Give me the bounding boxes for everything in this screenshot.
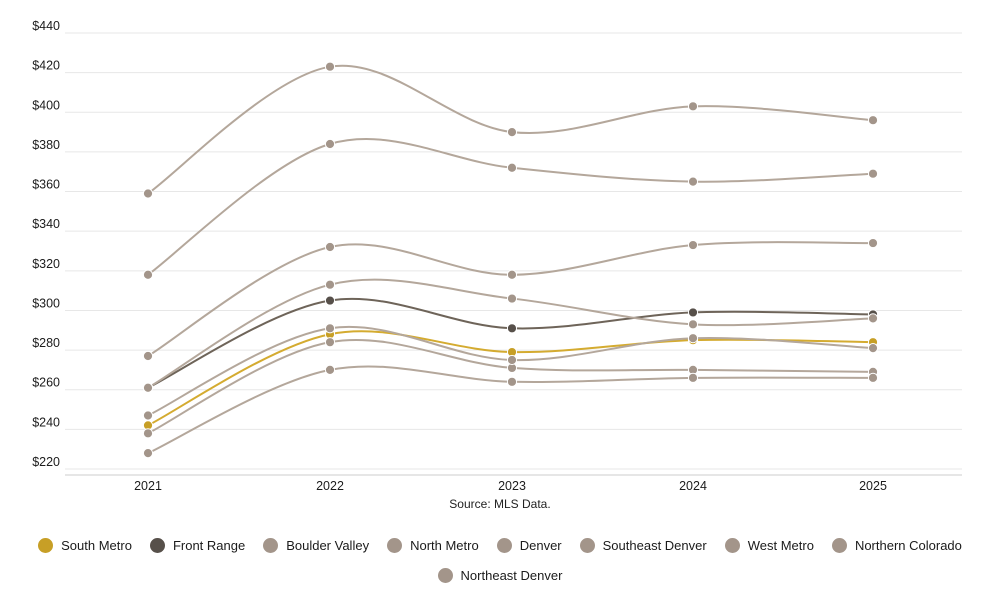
legend-item-northeast-denver[interactable]: Northeast Denver: [437, 568, 563, 583]
data-point-boulder-valley-2022: [324, 61, 336, 72]
data-point-southeast-denver-2025: [867, 313, 879, 324]
y-axis-tick-label: $280: [32, 336, 60, 350]
data-point-northern-colorado-2025: [867, 372, 879, 383]
y-axis-tick-label: $380: [32, 138, 60, 152]
legend-item-denver[interactable]: Denver: [496, 538, 562, 553]
data-point-front-range-2022: [324, 295, 336, 306]
legend-swatch-icon: [387, 538, 403, 553]
legend-swatch-icon: [579, 538, 595, 553]
data-point-southeast-denver-2024: [687, 319, 699, 330]
data-point-denver-2025: [867, 168, 879, 179]
legend-label: Front Range: [172, 538, 246, 553]
data-point-boulder-valley-2025: [867, 115, 879, 126]
legend-swatch-icon: [437, 568, 453, 583]
legend-row-1: South Metro Front Range Boulder Valley Nort…: [38, 538, 962, 553]
x-axis-tick-label: 2021: [134, 479, 162, 493]
data-point-boulder-valley-2023: [506, 126, 518, 138]
legend-item-west-metro[interactable]: West Metro: [724, 538, 814, 553]
legend-label: Northern Colorado: [854, 538, 962, 553]
data-point-west-metro-2023: [506, 269, 518, 280]
data-point-denver-2021: [142, 269, 154, 280]
data-point-west-metro-2024: [687, 239, 699, 251]
data-point-west-metro-2025: [867, 237, 879, 249]
x-axis-tick-label: 2024: [679, 479, 707, 493]
data-point-northeast-denver-2025: [867, 343, 879, 354]
y-axis-tick-label: $240: [32, 415, 60, 429]
legend-swatch-icon: [149, 538, 165, 553]
source-note: Source: MLS Data.: [449, 497, 550, 511]
y-axis-tick-label: $340: [32, 217, 60, 231]
data-point-northern-colorado-2022: [324, 364, 336, 376]
legend-swatch-icon: [38, 538, 54, 553]
y-axis-tick-label: $300: [32, 296, 60, 310]
legend-item-front-range[interactable]: Front Range: [149, 538, 246, 553]
data-point-north-metro-2022: [324, 337, 336, 348]
data-point-denver-2022: [324, 138, 336, 150]
x-axis-tick-label: 2022: [316, 479, 344, 493]
x-axis-tick-label: 2023: [498, 479, 526, 493]
legend-label: Denver: [519, 538, 562, 553]
legend-item-north-metro[interactable]: North Metro: [387, 538, 479, 553]
y-axis-tick-label: $400: [32, 98, 60, 112]
series-line-denver: [147, 138, 874, 276]
axis-labels-layer: $220 $240 $260 $280 $300 $320 $340 $360 $380 $400…: [32, 19, 887, 493]
legend-label: West Metro: [747, 538, 814, 553]
data-point-boulder-valley-2024: [687, 101, 699, 112]
y-axis-tick-label: $420: [32, 59, 60, 73]
data-point-northeast-denver-2024: [687, 333, 699, 344]
legend-item-south-metro[interactable]: South Metro: [38, 538, 132, 553]
legend-swatch-icon: [831, 538, 847, 553]
data-point-denver-2024: [687, 176, 699, 187]
chart-canvas: $220 $240 $260 $280 $300 $320 $340 $360 $380 $400…: [32, 19, 962, 511]
legend: South Metro Front Range Boulder Valley Nort…: [0, 538, 1000, 583]
data-point-front-range-2024: [687, 307, 699, 318]
legend-label: Southeast Denver: [602, 538, 707, 553]
x-axis-tick-label: 2025: [859, 479, 887, 493]
series-line-front-range: [147, 297, 874, 389]
data-point-northeast-denver-2021: [142, 410, 154, 421]
data-point-west-metro-2022: [324, 241, 336, 253]
legend-item-southeast-denver[interactable]: Southeast Denver: [579, 538, 707, 553]
legend-item-boulder-valley[interactable]: Boulder Valley: [263, 538, 369, 553]
data-point-southeast-denver-2023: [506, 293, 518, 304]
series-line-boulder-valley: [147, 64, 874, 195]
y-axis-tick-label: $440: [32, 19, 60, 33]
gridlines-layer: [65, 32, 962, 476]
y-axis-tick-label: $260: [32, 376, 60, 390]
legend-label: South Metro: [61, 538, 132, 553]
legend-label: North Metro: [410, 538, 479, 553]
legend-swatch-icon: [263, 538, 279, 553]
data-point-denver-2023: [506, 162, 518, 173]
data-point-front-range-2023: [506, 323, 518, 334]
data-point-northern-colorado-2021: [142, 448, 154, 459]
data-point-southeast-denver-2022: [324, 279, 336, 290]
series-layer: [142, 61, 879, 459]
data-point-northern-colorado-2024: [687, 372, 699, 383]
data-point-northeast-denver-2022: [324, 323, 336, 334]
y-axis-tick-label: $220: [32, 455, 60, 469]
y-axis-tick-label: $320: [32, 257, 60, 271]
y-axis-tick-label: $360: [32, 178, 60, 192]
data-point-west-metro-2021: [142, 350, 154, 362]
data-point-northeast-denver-2023: [506, 354, 518, 366]
data-point-north-metro-2021: [142, 428, 154, 439]
legend-swatch-icon: [496, 538, 512, 553]
data-point-southeast-denver-2021: [142, 382, 154, 393]
data-point-boulder-valley-2021: [142, 188, 154, 199]
legend-label: Northeast Denver: [460, 568, 563, 583]
legend-item-northern-colorado[interactable]: Northern Colorado: [831, 538, 962, 553]
data-point-northern-colorado-2023: [506, 376, 518, 387]
legend-row-2: Northeast Denver: [437, 568, 563, 583]
legend-label: Boulder Valley: [286, 538, 370, 553]
legend-swatch-icon: [724, 538, 740, 553]
